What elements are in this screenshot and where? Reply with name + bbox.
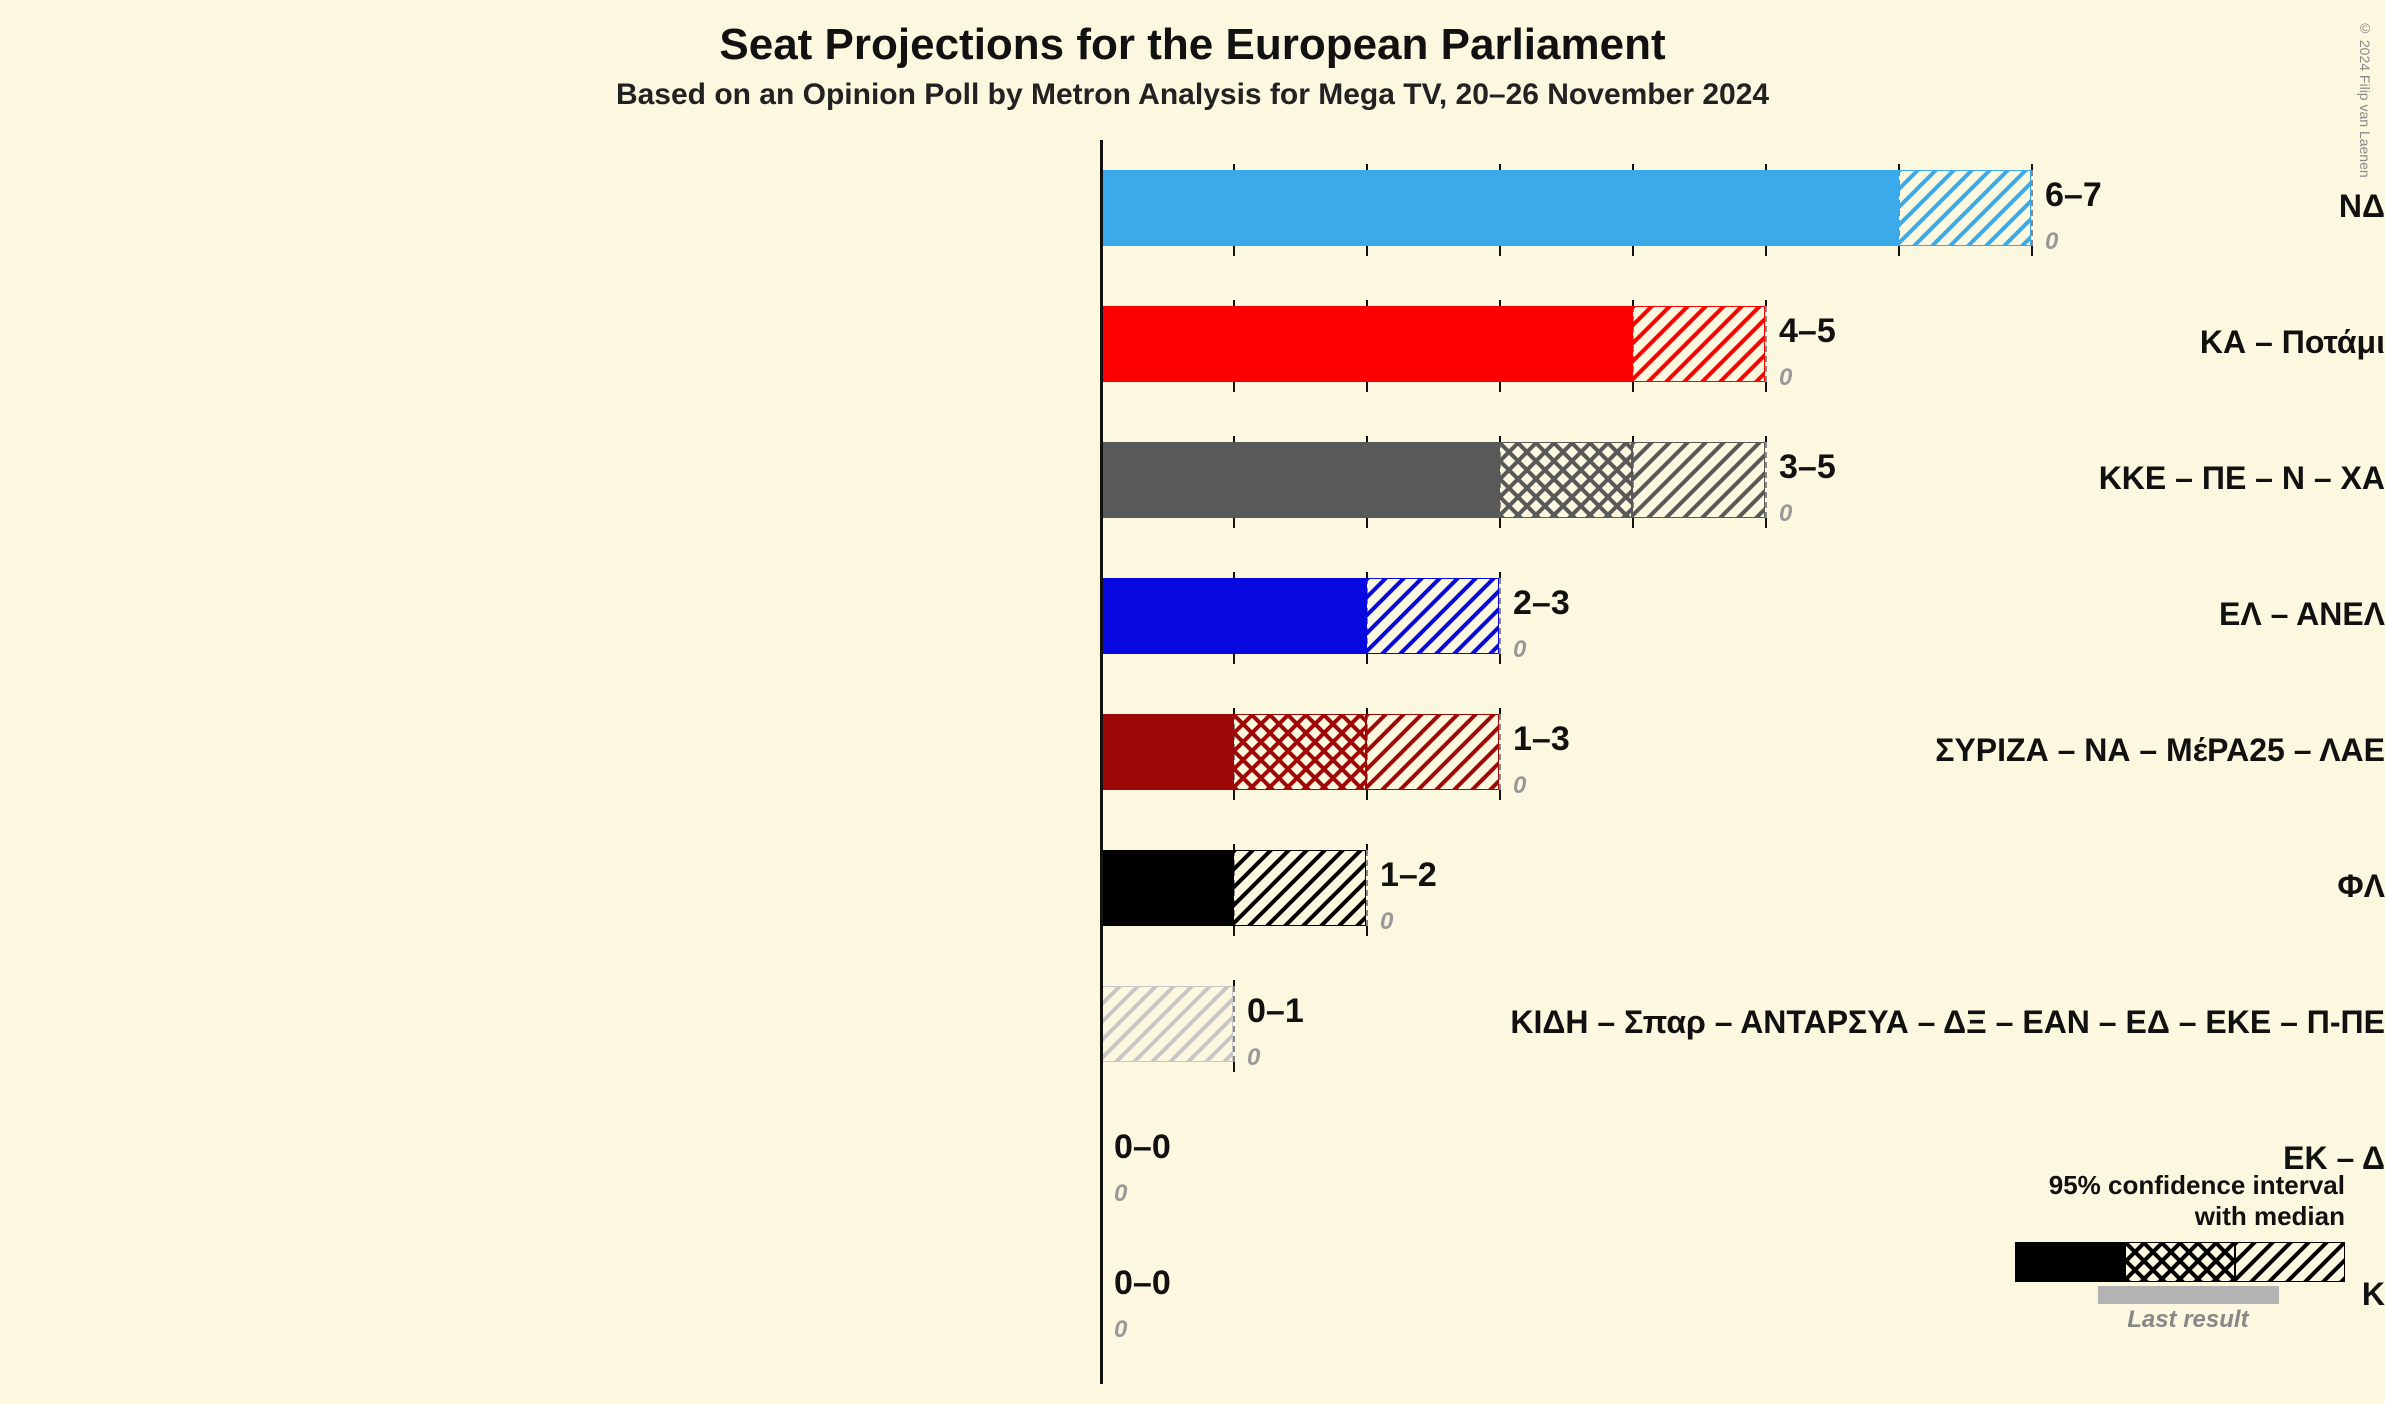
legend-last-swatch	[2098, 1286, 2280, 1304]
range-label: 0–0	[1114, 1128, 1171, 1167]
range-label: 3–5	[1779, 448, 1836, 487]
last-result-label: 0	[1114, 1316, 1127, 1344]
tick	[1366, 518, 1368, 528]
tick	[2031, 164, 2033, 170]
bar-diaghatch	[1366, 714, 1499, 790]
bar-diaghatch	[1898, 170, 2031, 246]
tick	[1898, 246, 1900, 256]
tick	[1366, 926, 1368, 936]
tick	[1233, 790, 1235, 800]
bar-crosshatch	[1499, 442, 1632, 518]
chart-subtitle: Based on an Opinion Poll by Metron Analy…	[0, 78, 2385, 112]
bar-solid	[1100, 170, 1898, 246]
tick	[1233, 980, 1235, 986]
legend-swatch-cross	[2125, 1242, 2235, 1282]
bar-diaghatch	[1632, 306, 1765, 382]
tick	[1499, 246, 1501, 256]
tick	[1233, 246, 1235, 256]
last-result-label: 0	[1779, 500, 1792, 528]
tick	[1499, 790, 1501, 800]
legend-line2: with median	[2015, 1201, 2345, 1232]
chart-title: Seat Projections for the European Parlia…	[0, 0, 2385, 70]
legend-box: 95% confidence interval with median Last…	[2015, 1170, 2345, 1232]
range-label: 1–2	[1380, 856, 1437, 895]
range-label: 6–7	[2045, 176, 2102, 215]
party-label: ΚΙΔΗ – Σπαρ – ΑΝΤΑΡΣΥΑ – ΔΞ – ΕΑΝ – ΕΔ –…	[1305, 1004, 2385, 1041]
bar-solid	[1100, 578, 1366, 654]
tick	[1233, 654, 1235, 664]
axis-zero	[1100, 140, 1103, 1384]
legend-swatch-solid	[2015, 1242, 2125, 1282]
bar-solid	[1100, 714, 1233, 790]
tick	[1499, 572, 1501, 578]
bar-solid	[1100, 850, 1233, 926]
tick	[1366, 790, 1368, 800]
bar-crosshatch	[1233, 714, 1366, 790]
tick	[1499, 708, 1501, 714]
last-result-label: 0	[1380, 908, 1393, 936]
range-label: 0–0	[1114, 1264, 1171, 1303]
tick	[1765, 436, 1767, 442]
tick	[1233, 518, 1235, 528]
bar-diaghatch	[1366, 578, 1499, 654]
tick	[1366, 654, 1368, 664]
last-result-label: 0	[1114, 1180, 1127, 1208]
range-label: 2–3	[1513, 584, 1570, 623]
legend-swatch-diag	[2235, 1242, 2345, 1282]
bar-solid	[1100, 306, 1632, 382]
tick	[1765, 300, 1767, 306]
legend-line1: 95% confidence interval	[2015, 1170, 2345, 1201]
tick	[1765, 518, 1767, 528]
tick	[1765, 246, 1767, 256]
tick	[1499, 382, 1501, 392]
tick	[1765, 382, 1767, 392]
bar-diaghatch	[1100, 986, 1233, 1062]
tick	[1366, 382, 1368, 392]
gridline	[1233, 986, 1235, 1062]
tick	[1233, 382, 1235, 392]
tick	[1233, 926, 1235, 936]
party-label: ΦΛ	[1305, 868, 2385, 905]
tick	[1366, 844, 1368, 850]
tick	[1499, 518, 1501, 528]
bar-diaghatch	[1233, 850, 1366, 926]
range-label: 0–1	[1247, 992, 1304, 1031]
last-result-label: 0	[1779, 364, 1792, 392]
tick	[1632, 246, 1634, 256]
last-result-label: 0	[1513, 772, 1526, 800]
tick	[2031, 246, 2033, 256]
tick	[1233, 1062, 1235, 1072]
bar-diaghatch	[1632, 442, 1765, 518]
last-result-label: 0	[1513, 636, 1526, 664]
legend-last-caption: Last result	[2127, 1306, 2248, 1334]
bar-solid	[1100, 442, 1499, 518]
range-label: 1–3	[1513, 720, 1570, 759]
tick	[1632, 518, 1634, 528]
last-result-label: 0	[1247, 1044, 1260, 1072]
tick	[1632, 382, 1634, 392]
tick	[1366, 246, 1368, 256]
tick	[1499, 654, 1501, 664]
last-result-label: 0	[2045, 228, 2058, 256]
range-label: 4–5	[1779, 312, 1836, 351]
